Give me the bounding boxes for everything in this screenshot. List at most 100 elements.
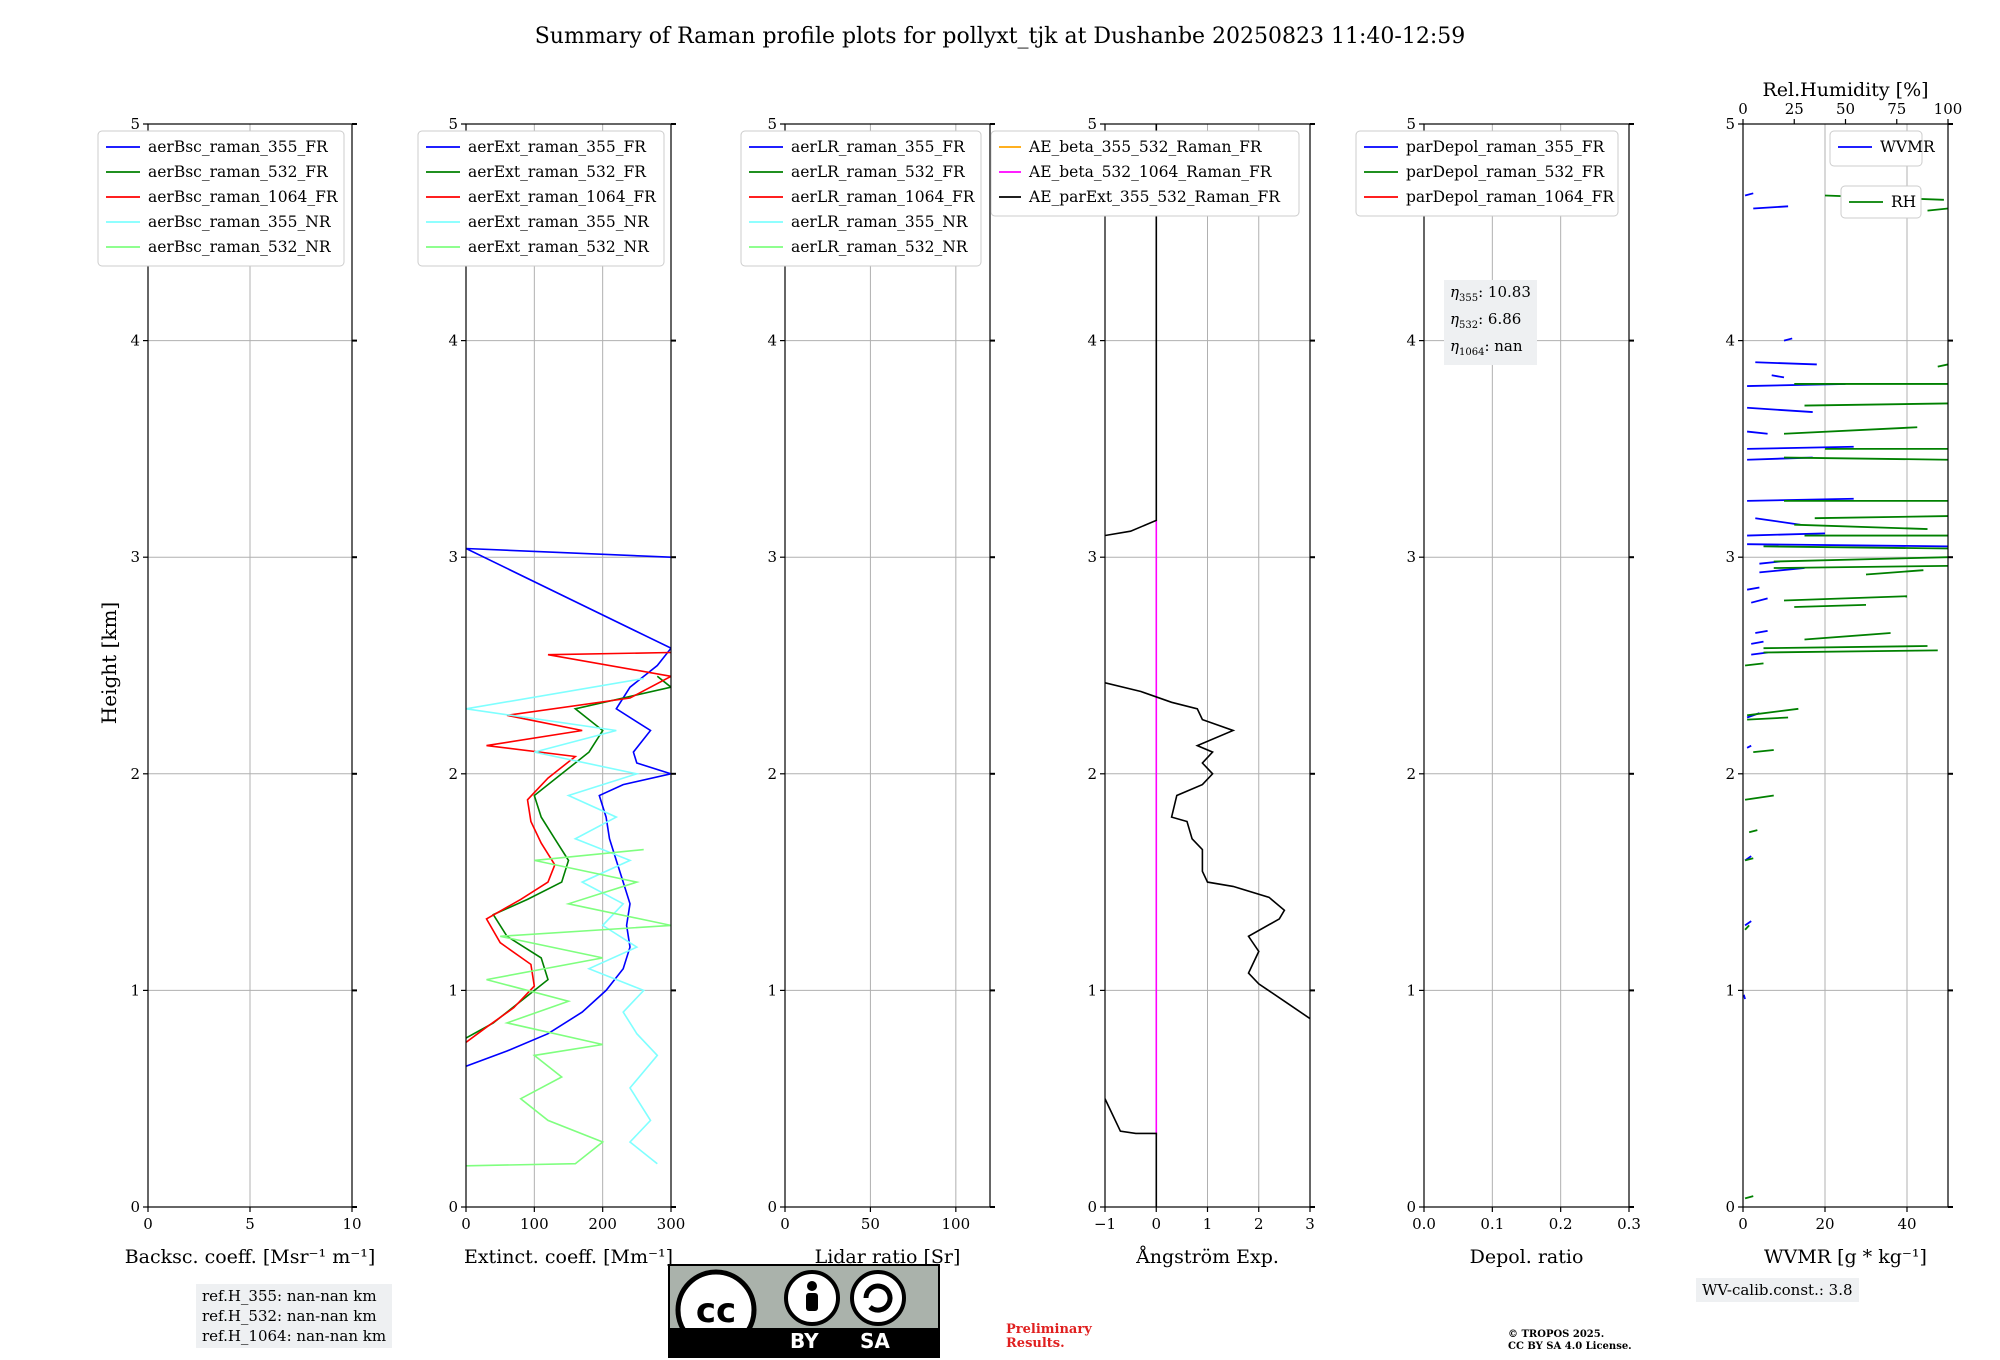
legend-entry: parDepol_raman_532_FR (1406, 163, 1606, 181)
refh-355: ref.H_355: nan-nan km (202, 1287, 377, 1305)
x-tick-label: 0.0 (1412, 1215, 1436, 1233)
segment-WVMR (1746, 744, 1752, 749)
x-tick-label: 0.3 (1617, 1215, 1641, 1233)
x-axis-label-ext: Extinct. coeff. [Mm⁻¹] (464, 1246, 673, 1268)
segment-WVMR (1743, 994, 1746, 1000)
segment-RH (1753, 749, 1774, 754)
segment-RH (1744, 794, 1774, 801)
legend-entry: aerBsc_raman_532_FR (148, 163, 329, 181)
segment-WVMR (1755, 361, 1817, 366)
x-axis-label-lr: Lidar ratio [Sr] (815, 1246, 961, 1268)
y-tick-label: 2 (130, 765, 140, 783)
segment-WVMR (1744, 192, 1754, 197)
x-tick-label: 1 (1203, 1215, 1213, 1233)
segment-RH (1783, 426, 1918, 435)
segment-RH (1804, 632, 1891, 641)
y-tick-label: 2 (1406, 765, 1416, 783)
grid-lr (784, 123, 990, 1208)
x2-tick-label: 25 (1785, 100, 1804, 118)
y-tick-label: 4 (1406, 332, 1416, 350)
segment-RH (1744, 857, 1754, 862)
cc-icon (675, 1269, 757, 1330)
legend-entry: aerBsc_raman_355_NR (148, 213, 332, 231)
legend-entry: aerLR_raman_355_FR (791, 138, 966, 156)
line-AE_parExt_355_532_Raman_FR_3 (1105, 124, 1158, 537)
wv-calib-box: WV-calib.const.: 3.8 (1696, 1278, 1859, 1302)
eta-1064: η1064: nan (1450, 337, 1523, 358)
x2-tick-label: 75 (1887, 100, 1906, 118)
axes-frame-wv (1742, 123, 1949, 1208)
y-tick-label: 4 (448, 332, 458, 350)
segment-RH (1937, 363, 1948, 368)
x-tick-label: 100 (942, 1215, 971, 1233)
legend-bsc: aerBsc_raman_355_FR aerBsc_raman_532_FRae… (97, 130, 345, 267)
legend-entry: aerExt_raman_532_NR (468, 238, 650, 256)
eta-box: η355: 10.83 η532: 6.86 η1064: nan (1444, 280, 1537, 365)
cc-icons: cc (675, 1269, 906, 1330)
segment-WVMR (1747, 445, 1854, 450)
y-tick-label: 1 (1406, 981, 1416, 999)
segment-RH (1763, 649, 1938, 654)
x-axis-label-ae: Ångström Exp. (1135, 1246, 1279, 1268)
panel-ext: 0 1 2 3 4 5 0 100 200 300 Extinct. coeff. [Mm⁻¹] ae… (417, 115, 685, 1268)
segment-RH (1763, 645, 1928, 650)
segment-RH (1783, 456, 1948, 461)
x-tick-label: 0 (143, 1215, 153, 1233)
x-tick-label: 0.1 (1480, 1215, 1504, 1233)
segment-WVMR (1744, 920, 1752, 927)
y-tick-label: 1 (767, 981, 777, 999)
line-AE_parExt_355_532_Raman_FR_2 (1105, 682, 1310, 1020)
y-tick-label: 0 (767, 1198, 777, 1216)
wv-calib-text: WV-calib.const.: 3.8 (1702, 1281, 1853, 1299)
y-tick-label: 5 (1725, 115, 1735, 133)
segment-WVMR (1750, 597, 1768, 604)
y-tick-label: 2 (1087, 765, 1097, 783)
refh-box: ref.H_355: nan-nan km ref.H_532: nan-nan… (196, 1284, 393, 1348)
x-axis-label-wv: WVMR [g * kg⁻¹] (1764, 1246, 1927, 1268)
panel-bsc: 0 1 2 3 4 5 0 5 10 Backsc. coeff. [Msr⁻¹ m⁻¹] aerB… (97, 115, 375, 1268)
x2-axis-label: Rel.Humidity [%] (1762, 79, 1928, 101)
segment-RH (1773, 556, 1948, 563)
y-tick-label: 0 (1725, 1198, 1735, 1216)
x-tick-label: −1 (1094, 1215, 1116, 1233)
x-tick-label: 40 (1897, 1215, 1916, 1233)
segment-RH (1927, 207, 1948, 212)
segment-RH (1744, 1195, 1754, 1200)
grid-ae (1104, 123, 1311, 1208)
y-tick-label: 4 (130, 332, 140, 350)
y-tick-label: 4 (1725, 332, 1735, 350)
segment-WVMR (1747, 430, 1768, 435)
legend-ae: AE_beta_355_532_Raman_FR AE_beta_532_1064… (990, 130, 1300, 217)
segment-RH (1804, 402, 1948, 407)
grid-wv (1742, 123, 1948, 1208)
segment-RH (1794, 603, 1867, 608)
y-tick-label: 3 (130, 548, 140, 566)
y-tick-label: 0 (1087, 1198, 1097, 1216)
cc-license-badge[interactable]: cc BY SA (668, 1264, 940, 1358)
segment-WVMR (1759, 567, 1805, 574)
legend-entry: parDepol_raman_355_FR (1406, 138, 1606, 156)
cc-bottom-bar: BY SA (670, 1328, 938, 1356)
legend-ext: aerExt_raman_355_FR aerExt_raman_532_FRae… (417, 130, 665, 267)
segment-RH (1794, 523, 1928, 530)
x-tick-label: 20 (1815, 1215, 1834, 1233)
segment-RH (1747, 716, 1789, 721)
y-tick-label: 3 (1725, 548, 1735, 566)
series-wv (1743, 192, 1948, 1200)
cc-by-label: BY (790, 1329, 819, 1353)
grid-bsc (147, 123, 353, 1208)
refh-1064: ref.H_1064: nan-nan km (202, 1327, 387, 1345)
x-tick-label: 0 (780, 1215, 790, 1233)
legend-entry: AE_beta_355_532_Raman_FR (1028, 138, 1263, 156)
y-tick-label: 5 (1406, 115, 1416, 133)
segment-RH (1814, 515, 1948, 520)
legend-entry: parDepol_raman_1064_FR (1406, 188, 1615, 206)
axes-frame-lr (784, 123, 991, 1208)
y-tick-label: 2 (767, 765, 777, 783)
x-tick-label: 50 (861, 1215, 880, 1233)
segment-WVMR (1755, 517, 1801, 526)
y-tick-label: 1 (1087, 981, 1097, 999)
legend-entry: aerExt_raman_1064_FR (468, 188, 657, 206)
